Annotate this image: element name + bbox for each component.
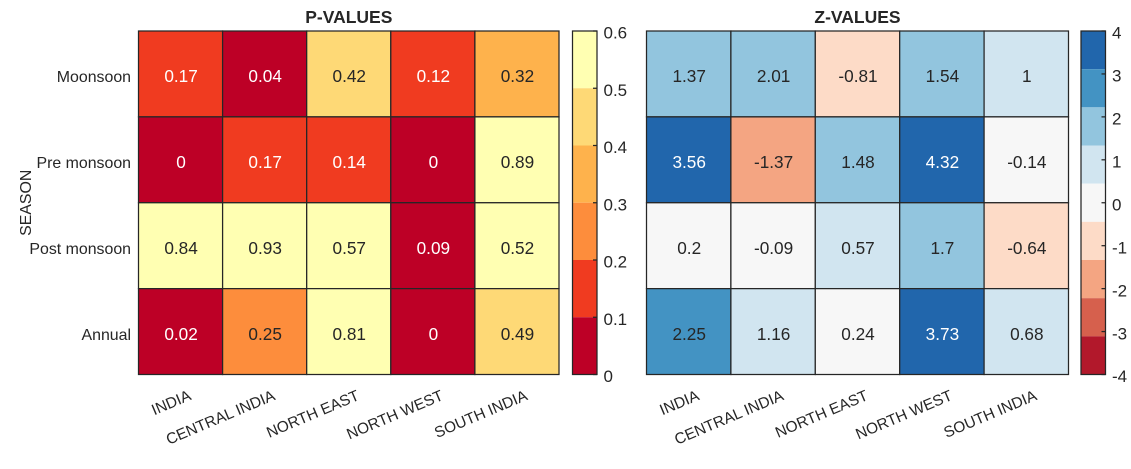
svg-text:-0.64: -0.64	[1007, 238, 1047, 258]
svg-text:0.12: 0.12	[417, 66, 450, 86]
svg-text:3.56: 3.56	[672, 152, 705, 172]
svg-text:0.93: 0.93	[248, 238, 281, 258]
svg-text:0.2: 0.2	[677, 238, 701, 258]
svg-text:1.16: 1.16	[757, 324, 790, 344]
svg-text:0.3: 0.3	[604, 195, 628, 214]
svg-text:1.37: 1.37	[672, 66, 705, 86]
svg-text:0.42: 0.42	[333, 66, 366, 86]
svg-text:SEASON: SEASON	[18, 170, 35, 236]
svg-text:0.17: 0.17	[164, 66, 197, 86]
svg-text:0.2: 0.2	[604, 253, 628, 272]
svg-text:0.09: 0.09	[417, 238, 450, 258]
svg-text:0.4: 0.4	[604, 138, 628, 157]
svg-text:3.73: 3.73	[926, 324, 959, 344]
svg-text:2.25: 2.25	[672, 324, 705, 344]
svg-text:1: 1	[1112, 153, 1121, 172]
svg-text:0: 0	[429, 152, 439, 172]
svg-text:0.25: 0.25	[248, 324, 281, 344]
svg-text:0.81: 0.81	[333, 324, 366, 344]
svg-text:3: 3	[1112, 67, 1121, 86]
svg-text:0.89: 0.89	[501, 152, 534, 172]
svg-text:Post monsoon: Post monsoon	[29, 241, 131, 258]
svg-text:0.84: 0.84	[164, 238, 198, 258]
svg-text:4.32: 4.32	[926, 152, 959, 172]
svg-text:0: 0	[604, 367, 613, 386]
svg-text:0: 0	[176, 152, 186, 172]
svg-text:0.14: 0.14	[333, 152, 367, 172]
svg-text:-4: -4	[1112, 367, 1127, 386]
svg-text:0: 0	[429, 324, 439, 344]
svg-text:-3: -3	[1112, 324, 1127, 343]
svg-text:-0.09: -0.09	[754, 238, 793, 258]
svg-text:0.04: 0.04	[248, 66, 282, 86]
svg-text:0.32: 0.32	[501, 66, 534, 86]
svg-text:0.02: 0.02	[164, 324, 197, 344]
svg-text:0.24: 0.24	[841, 324, 875, 344]
svg-text:1.54: 1.54	[926, 66, 960, 86]
svg-text:0.1: 0.1	[604, 310, 628, 329]
svg-text:Pre monsoon: Pre monsoon	[36, 155, 131, 172]
svg-text:0.49: 0.49	[501, 324, 534, 344]
svg-text:4: 4	[1112, 24, 1121, 43]
svg-text:1: 1	[1022, 66, 1032, 86]
svg-text:0.57: 0.57	[841, 238, 874, 258]
svg-text:Z-VALUES: Z-VALUES	[814, 7, 900, 27]
svg-text:-0.14: -0.14	[1007, 152, 1047, 172]
svg-text:2: 2	[1112, 110, 1121, 129]
svg-text:Annual: Annual	[82, 327, 131, 344]
svg-text:2.01: 2.01	[757, 66, 790, 86]
svg-text:0.52: 0.52	[501, 238, 534, 258]
svg-text:0: 0	[1112, 195, 1121, 214]
svg-text:0.5: 0.5	[604, 81, 628, 100]
svg-text:0.68: 0.68	[1010, 324, 1043, 344]
svg-text:-0.81: -0.81	[838, 66, 877, 86]
svg-text:0.17: 0.17	[248, 152, 281, 172]
svg-text:P-VALUES: P-VALUES	[305, 7, 392, 27]
svg-text:-1.37: -1.37	[754, 152, 793, 172]
svg-text:0.57: 0.57	[333, 238, 366, 258]
svg-text:0.6: 0.6	[604, 24, 628, 43]
svg-text:1.48: 1.48	[841, 152, 874, 172]
svg-text:-2: -2	[1112, 281, 1127, 300]
svg-text:1.7: 1.7	[930, 238, 954, 258]
svg-text:-1: -1	[1112, 238, 1127, 257]
svg-text:Moonsoon: Moonsoon	[57, 69, 131, 86]
